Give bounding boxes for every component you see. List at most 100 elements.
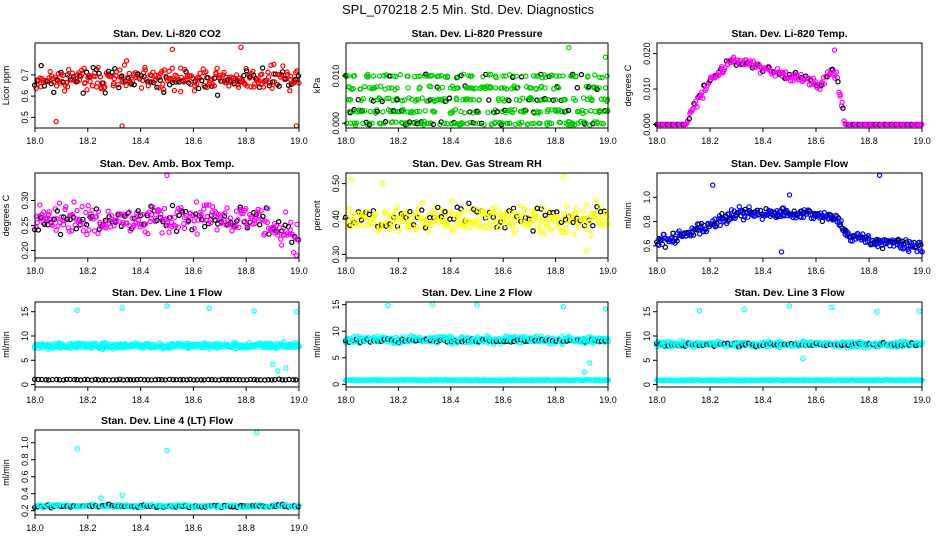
data-point xyxy=(471,222,478,228)
data-point xyxy=(138,85,145,91)
data-point xyxy=(179,209,185,215)
data-point xyxy=(781,213,787,219)
data-point xyxy=(511,106,518,113)
data-point xyxy=(172,223,179,229)
data-point xyxy=(389,119,396,125)
data-point xyxy=(452,226,458,233)
data-point xyxy=(395,227,402,234)
data-point xyxy=(175,224,182,231)
data-point xyxy=(686,115,693,122)
y-tick-label: 0.6 xyxy=(20,90,30,103)
data-point xyxy=(697,94,704,101)
data-point xyxy=(382,210,389,216)
data-point xyxy=(366,121,373,128)
y-tick-label: 15 xyxy=(20,307,30,317)
data-point xyxy=(700,95,706,101)
data-point xyxy=(499,217,506,223)
data-point xyxy=(513,226,520,233)
data-point xyxy=(798,214,804,220)
y-axis-label: ml/min xyxy=(312,331,322,358)
x-tick-label: 18.6 xyxy=(185,523,203,533)
data-point xyxy=(54,208,61,214)
data-point xyxy=(290,377,296,383)
data-point xyxy=(694,227,700,233)
chart-title: Stan. Dev. Line 3 Flow xyxy=(734,287,845,299)
data-point xyxy=(349,209,355,215)
data-point xyxy=(71,376,78,383)
data-point xyxy=(235,216,241,223)
x-tick-label: 18.8 xyxy=(860,395,878,405)
plot-frame xyxy=(656,172,923,259)
data-point xyxy=(293,123,300,129)
data-point xyxy=(105,208,111,214)
data-point xyxy=(560,173,567,180)
data-point xyxy=(566,45,572,51)
data-point xyxy=(362,214,368,221)
data-point xyxy=(243,68,250,74)
data-point xyxy=(555,85,562,91)
y-tick-label: 0.8 xyxy=(642,215,652,228)
data-point xyxy=(505,107,511,114)
data-point xyxy=(97,74,104,80)
data-point xyxy=(844,345,851,351)
x-tick-label: 18.6 xyxy=(494,266,512,276)
data-point xyxy=(527,218,534,224)
x-tick-label: 19.0 xyxy=(913,395,931,405)
x-tick-label: 18.8 xyxy=(547,395,565,405)
y-tick-label: 0.40 xyxy=(331,210,341,228)
data-point xyxy=(662,244,669,250)
y-tick-label: 0 xyxy=(20,382,30,387)
data-point xyxy=(542,85,548,91)
data-point xyxy=(203,69,209,75)
data-point xyxy=(717,222,723,229)
data-point xyxy=(233,377,239,383)
data-point xyxy=(441,120,448,127)
data-point xyxy=(61,88,68,94)
data-point xyxy=(703,226,709,232)
data-point xyxy=(224,205,230,211)
data-point xyxy=(288,219,294,225)
data-point xyxy=(217,72,223,79)
data-point xyxy=(446,213,452,219)
y-tick-label: 0.000 xyxy=(642,113,652,136)
data-point xyxy=(563,225,570,231)
data-point xyxy=(374,108,381,115)
data-point xyxy=(722,64,728,71)
data-point xyxy=(762,211,768,218)
data-point xyxy=(429,72,435,79)
data-point xyxy=(206,305,212,311)
data-point xyxy=(191,87,198,94)
data-point xyxy=(430,121,437,128)
data-point xyxy=(552,96,559,103)
data-point xyxy=(898,241,905,247)
data-point xyxy=(394,85,400,91)
data-point xyxy=(468,97,474,103)
data-point xyxy=(455,213,462,219)
data-point xyxy=(194,231,200,237)
data-point xyxy=(95,230,101,237)
data-point xyxy=(565,107,572,114)
data-point xyxy=(214,227,220,233)
data-point xyxy=(542,212,548,218)
data-point xyxy=(435,204,441,211)
data-point xyxy=(83,209,89,216)
x-tick-label: 18.0 xyxy=(26,523,44,533)
data-point xyxy=(419,200,426,206)
data-point xyxy=(540,205,546,211)
y-axis-label: degrees C xyxy=(1,194,11,236)
y-axis-label: ml/min xyxy=(1,331,11,358)
x-tick-label: 18.4 xyxy=(754,395,772,405)
chart-title: Stan. Dev. Line 1 Flow xyxy=(112,287,223,299)
data-point xyxy=(259,71,265,77)
data-point xyxy=(203,202,210,208)
data-point xyxy=(413,224,420,230)
data-point xyxy=(279,377,285,383)
data-point xyxy=(786,303,793,309)
y-axis-label: ml/min xyxy=(1,459,11,486)
data-point xyxy=(127,377,134,383)
data-point xyxy=(289,239,295,245)
data-point xyxy=(274,229,280,236)
